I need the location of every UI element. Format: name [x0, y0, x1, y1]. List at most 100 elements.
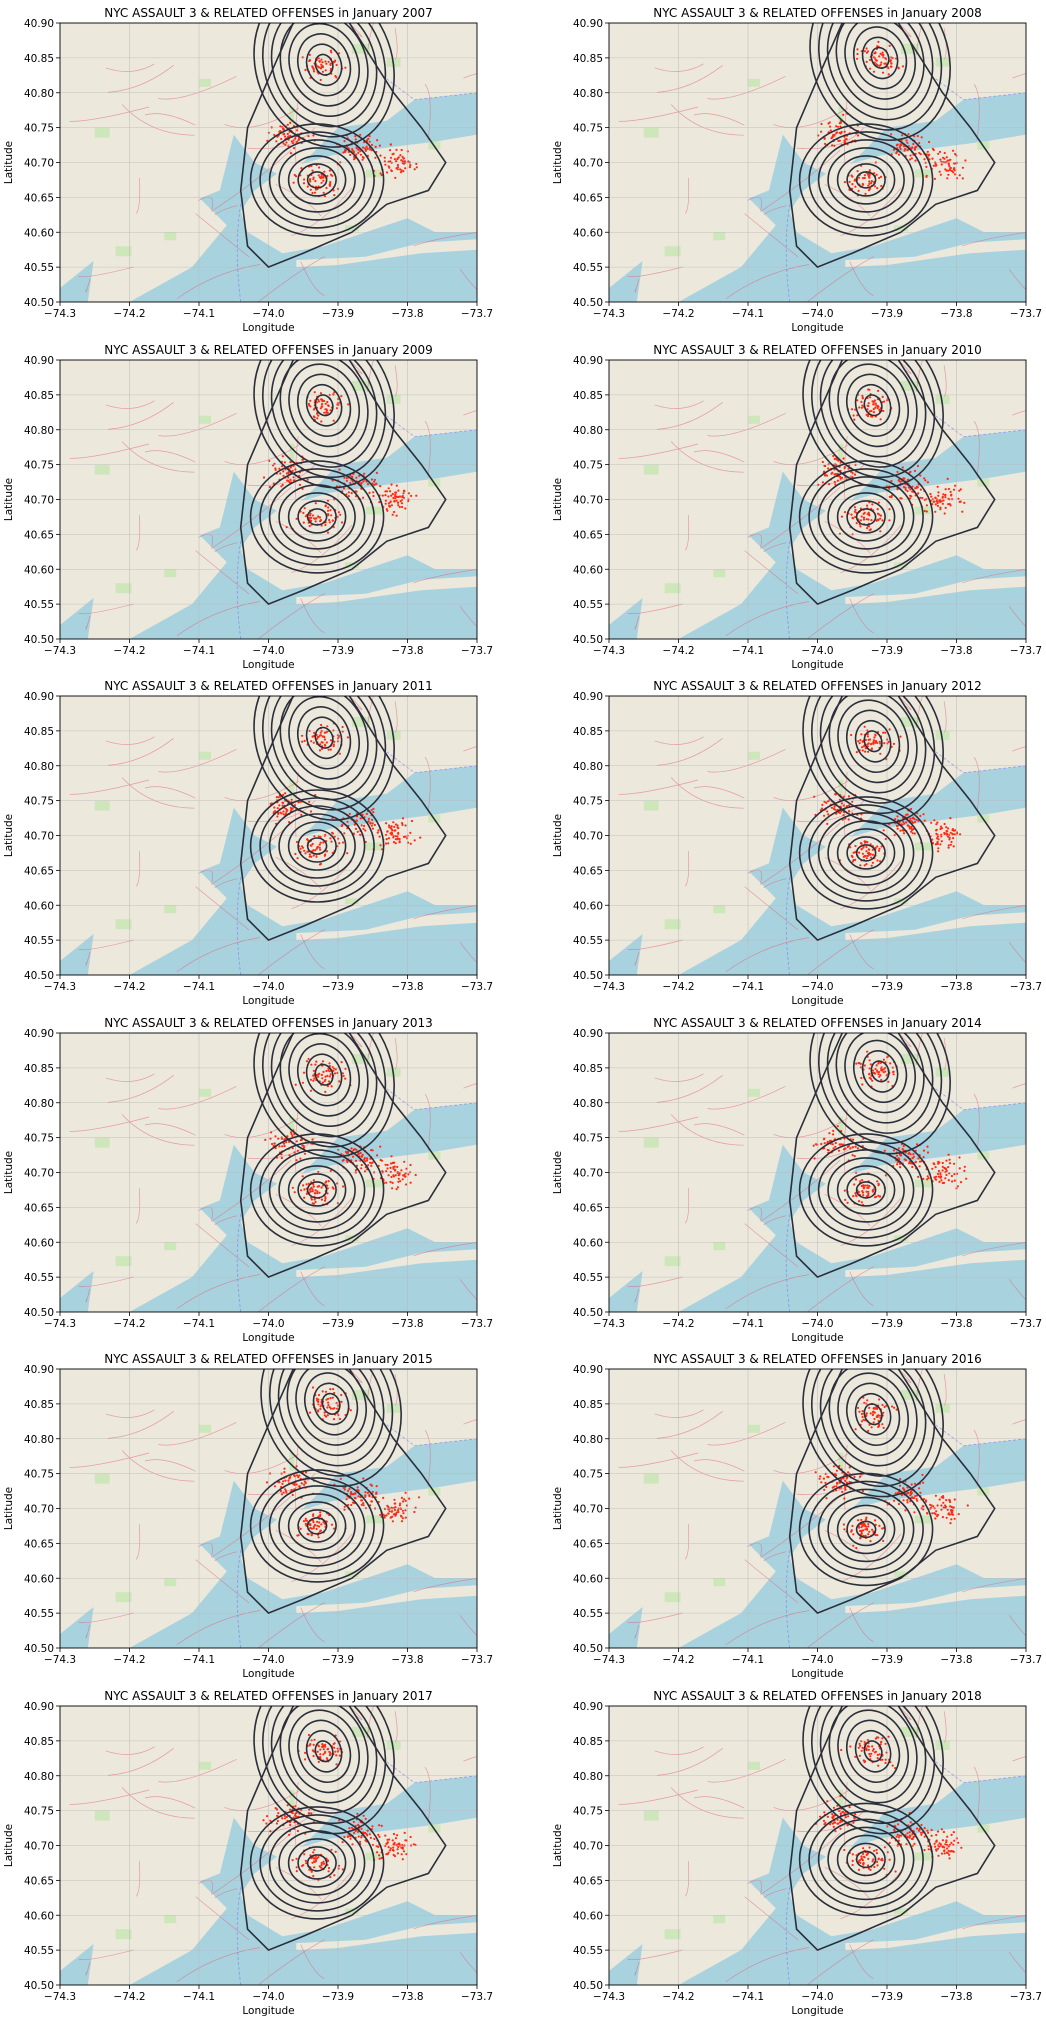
- y-tick-label: 40.70: [573, 1167, 603, 1179]
- contour-line: [270, 23, 378, 128]
- x-tick-label: −74.2: [113, 981, 145, 993]
- chart-panel: NYC ASSAULT 3 & RELATED OFFENSES in Janu…: [552, 6, 1042, 334]
- x-tick-label: −74.2: [662, 1318, 694, 1330]
- crime-points: [262, 1733, 417, 1881]
- y-axis-label: Latitude: [3, 1487, 15, 1530]
- contour-line: [253, 1705, 395, 1834]
- contour-line: [321, 1392, 341, 1415]
- contour-line: [798, 1802, 934, 1916]
- y-tick-label: 40.50: [573, 970, 603, 982]
- x-tick-label: −73.8: [940, 1318, 972, 1330]
- x-tick-label: −74.0: [801, 1318, 833, 1330]
- contour-line: [268, 475, 366, 558]
- x-tick-label: −74.0: [801, 308, 833, 320]
- x-tick-label: −74.3: [44, 1318, 76, 1330]
- x-tick-label: −74.1: [732, 308, 764, 320]
- x-tick-label: −74.1: [183, 1318, 215, 1330]
- y-tick-label: 40.70: [24, 1167, 54, 1179]
- x-tick-label: −74.0: [252, 308, 284, 320]
- contour-line: [844, 23, 916, 100]
- y-tick-label: 40.80: [24, 88, 54, 100]
- contour-line: [277, 1369, 385, 1467]
- density-contours: [788, 1032, 996, 1278]
- contour-line: [314, 726, 334, 749]
- contour-line: [288, 362, 360, 447]
- contour-line: [249, 123, 385, 237]
- contour-line: [827, 483, 905, 550]
- contour-line: [798, 459, 934, 574]
- y-axis-label: Latitude: [3, 477, 15, 520]
- y-tick-label: 40.80: [24, 424, 54, 436]
- contour-line: [261, 23, 387, 138]
- y-tick-label: 40.90: [24, 355, 54, 367]
- y-tick-label: 40.75: [573, 459, 603, 471]
- contour-line: [788, 696, 996, 942]
- crime-points: [269, 722, 422, 866]
- density-contours: [239, 1032, 447, 1278]
- y-tick-label: 40.80: [24, 1434, 54, 1446]
- contour-line: [837, 1708, 909, 1793]
- contour-line: [846, 499, 886, 534]
- contour-line: [304, 1372, 359, 1436]
- x-tick-label: −74.3: [44, 1654, 76, 1666]
- contour-line: [314, 1739, 334, 1762]
- y-tick-label: 40.75: [24, 1469, 54, 1481]
- x-tick-label: −73.7: [461, 308, 493, 320]
- contour-line: [870, 46, 890, 69]
- y-axis-label: Latitude: [552, 814, 564, 857]
- contour-line: [854, 383, 892, 427]
- contour-line: [259, 1813, 375, 1912]
- y-tick-label: 40.90: [573, 1364, 603, 1376]
- y-tick-label: 40.50: [24, 970, 54, 982]
- basemap: [60, 359, 477, 639]
- y-tick-label: 40.60: [24, 227, 54, 239]
- contour-line: [306, 837, 328, 855]
- x-tick-label: −74.0: [801, 981, 833, 993]
- y-tick-label: 40.60: [573, 227, 603, 239]
- contour-line: [297, 163, 337, 197]
- y-tick-label: 40.85: [573, 726, 603, 738]
- contour-line: [287, 821, 347, 871]
- y-tick-label: 40.60: [24, 900, 54, 912]
- contour-line: [846, 836, 886, 870]
- x-tick-label: −73.9: [322, 1991, 354, 2003]
- contour-line: [261, 1032, 387, 1148]
- y-tick-label: 40.75: [24, 459, 54, 471]
- y-tick-label: 40.75: [24, 123, 54, 135]
- y-tick-label: 40.90: [24, 1364, 54, 1376]
- x-tick-label: −74.1: [732, 1654, 764, 1666]
- contour-line: [278, 1156, 356, 1223]
- contour-line: [249, 1469, 385, 1583]
- y-tick-label: 40.50: [24, 1643, 54, 1655]
- x-tick-label: −73.7: [461, 645, 493, 657]
- x-tick-label: −73.8: [940, 981, 972, 993]
- contour-line: [828, 1369, 918, 1467]
- y-tick-label: 40.75: [573, 1805, 603, 1817]
- x-tick-label: −73.7: [461, 981, 493, 993]
- chart-title: NYC ASSAULT 3 & RELATED OFFENSES in Janu…: [104, 1352, 432, 1366]
- y-tick-label: 40.50: [24, 634, 54, 646]
- y-tick-label: 40.80: [24, 761, 54, 773]
- y-tick-label: 40.60: [24, 1237, 54, 1249]
- contour-line: [249, 459, 385, 574]
- y-tick-label: 40.70: [573, 494, 603, 506]
- contour-line: [827, 1156, 905, 1223]
- x-tick-label: −74.3: [593, 308, 625, 320]
- chart-panel: NYC ASSAULT 3 & RELATED OFFENSES in Janu…: [3, 1016, 493, 1344]
- x-tick-label: −74.2: [662, 981, 694, 993]
- density-contours: [239, 1705, 447, 1951]
- y-tick-label: 40.90: [573, 691, 603, 703]
- y-tick-label: 40.80: [573, 1770, 603, 1782]
- contour-line: [855, 1850, 877, 1868]
- x-tick-label: −74.0: [252, 1991, 284, 2003]
- y-axis-label: Latitude: [3, 141, 15, 184]
- contour-line: [861, 1049, 899, 1093]
- basemap: [60, 696, 477, 975]
- y-axis-label: Latitude: [552, 477, 564, 520]
- contour-line: [863, 730, 883, 753]
- x-tick-label: −73.8: [940, 1654, 972, 1666]
- contour-line: [297, 373, 352, 437]
- y-tick-label: 40.90: [24, 18, 54, 30]
- contour-line: [846, 709, 901, 773]
- contour-line: [827, 820, 905, 886]
